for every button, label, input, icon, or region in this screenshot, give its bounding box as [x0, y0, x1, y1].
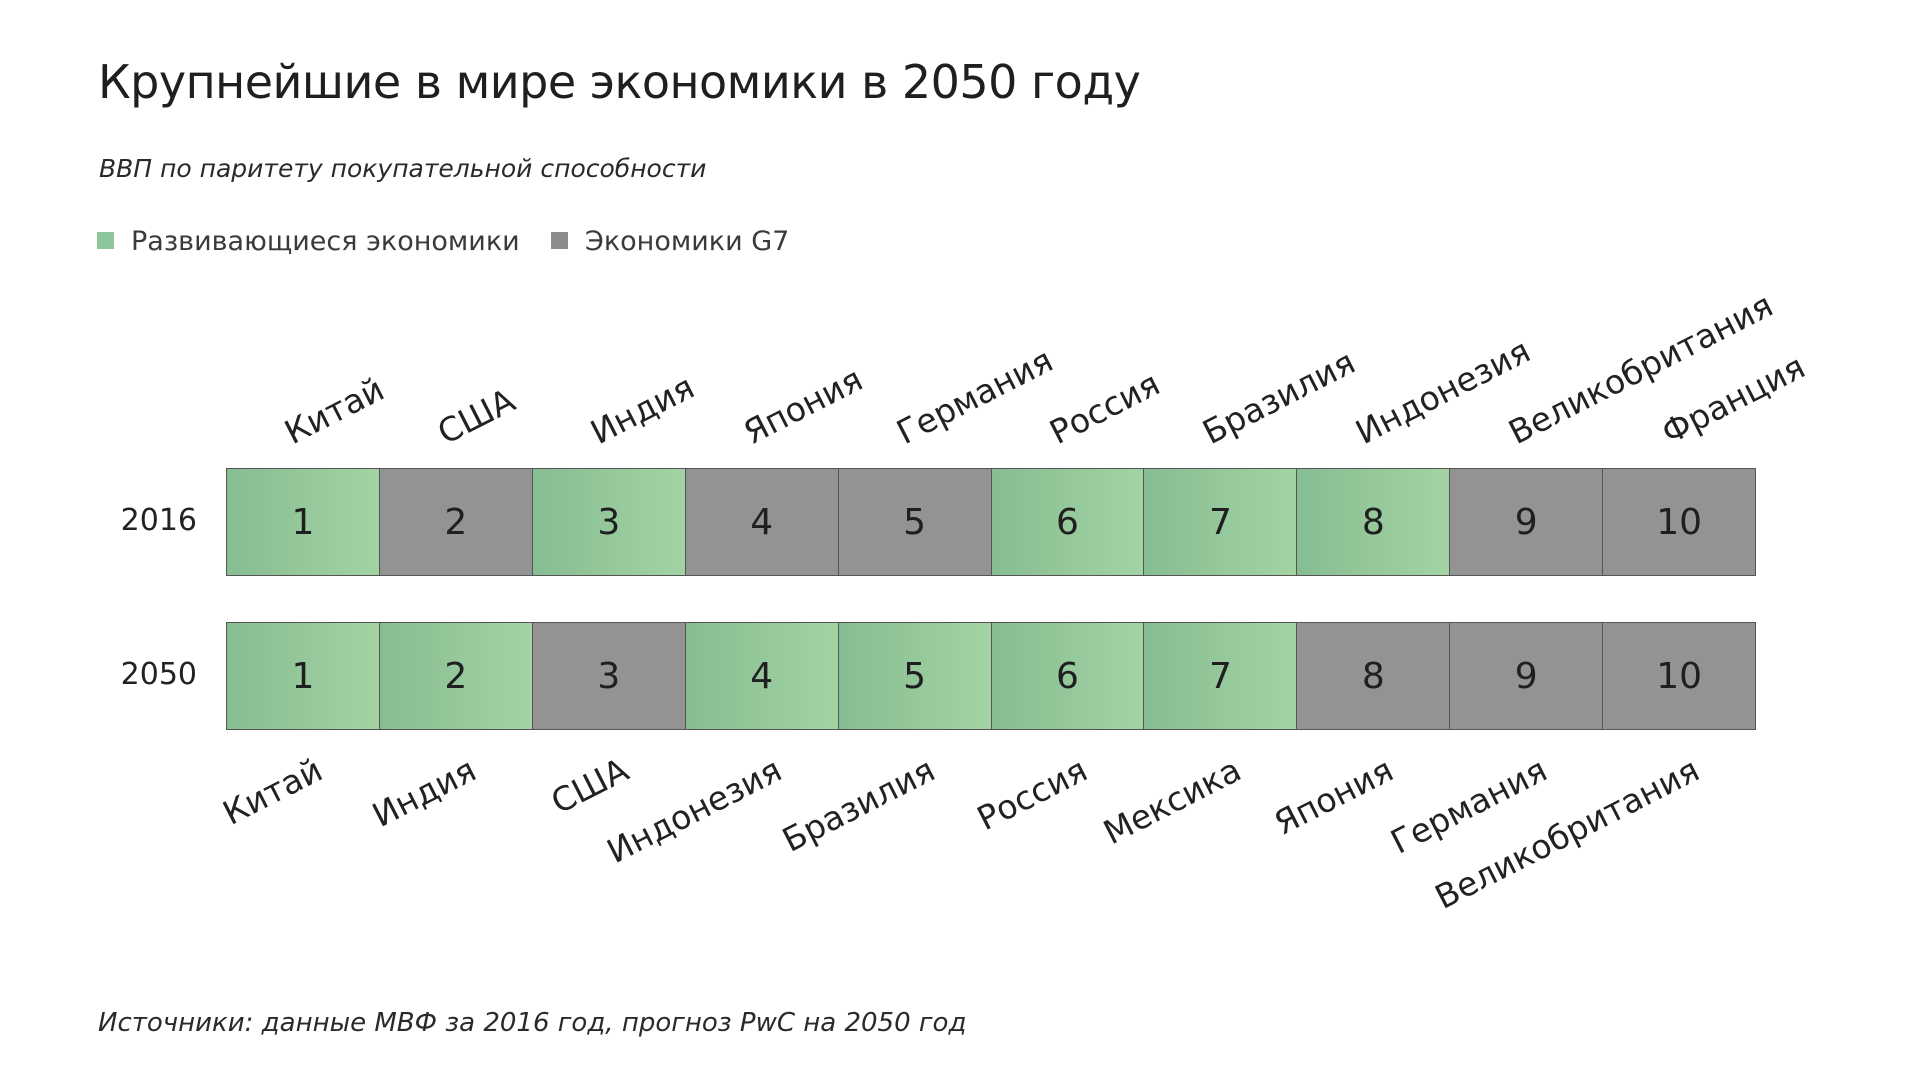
- country-label-2016: США: [431, 380, 522, 452]
- rank-cell: 5: [838, 469, 992, 575]
- rank-row-2016: 1 2 3 4 5 6 7 8 9 10: [226, 468, 1756, 576]
- country-label-2016: Россия: [1043, 363, 1166, 452]
- rank-cell: 9: [1450, 469, 1604, 575]
- country-label-2016: Германия: [890, 340, 1059, 452]
- rank-cell: 10: [1603, 623, 1756, 729]
- rank-cell: 8: [1297, 623, 1451, 729]
- rank-cell: 1: [227, 469, 380, 575]
- legend-label-g7: Экономики G7: [585, 226, 790, 257]
- country-label-2050: Бразилия: [775, 750, 941, 860]
- rank-cell: 6: [991, 623, 1145, 729]
- rank-cell: 4: [685, 623, 839, 729]
- country-label-2016: Бразилия: [1196, 342, 1362, 452]
- rank-row-2050: 1 2 3 4 5 6 7 8 9 10: [226, 622, 1756, 730]
- chart-subtitle: ВВП по паритету покупательной способност…: [99, 154, 707, 183]
- country-label-2016: Китай: [278, 369, 391, 452]
- country-label-2016: Япония: [737, 359, 869, 452]
- legend-item-developing: Развивающиеся экономики: [97, 226, 520, 257]
- country-label-2050: Россия: [971, 750, 1094, 839]
- rank-cell: 10: [1603, 469, 1756, 575]
- source-note: Источники: данные МВФ за 2016 год, прогн…: [98, 1008, 967, 1038]
- legend-swatch-g7: [551, 231, 568, 249]
- rank-cell: 8: [1297, 469, 1451, 575]
- country-label-2016: Индия: [584, 367, 701, 452]
- legend-item-g7: Экономики G7: [551, 226, 789, 257]
- country-label-2050: Индонезия: [600, 750, 788, 872]
- legend-label-developing: Развивающиеся экономики: [131, 226, 520, 257]
- legend-swatch-developing: [97, 231, 114, 249]
- year-label-2016: 2016: [120, 503, 197, 538]
- rank-cell: 5: [838, 623, 992, 729]
- country-label-2016: Индонезия: [1349, 330, 1537, 452]
- rank-cell: 7: [1144, 623, 1298, 729]
- rank-cell: 3: [532, 469, 686, 575]
- rank-cell: 2: [379, 623, 533, 729]
- year-label-2050: 2050: [120, 657, 197, 692]
- rank-cell: 3: [532, 623, 686, 729]
- country-label-2050: Мексика: [1096, 750, 1247, 853]
- rank-cell: 1: [227, 623, 380, 729]
- country-label-2050: Индия: [365, 750, 482, 835]
- rank-cell: 6: [991, 469, 1145, 575]
- rank-cell: 9: [1450, 623, 1604, 729]
- rank-cell: 7: [1144, 469, 1298, 575]
- country-label-2050: Китай: [216, 750, 329, 833]
- country-label-2016: Великобритания: [1502, 285, 1779, 452]
- country-label-2050: Великобритания: [1429, 750, 1706, 917]
- country-label-2050: Япония: [1268, 750, 1400, 843]
- country-label-2050: США: [544, 750, 635, 822]
- chart-title: Крупнейшие в мире экономики в 2050 году: [98, 55, 1141, 109]
- rank-cell: 4: [685, 469, 839, 575]
- rank-cell: 2: [379, 469, 533, 575]
